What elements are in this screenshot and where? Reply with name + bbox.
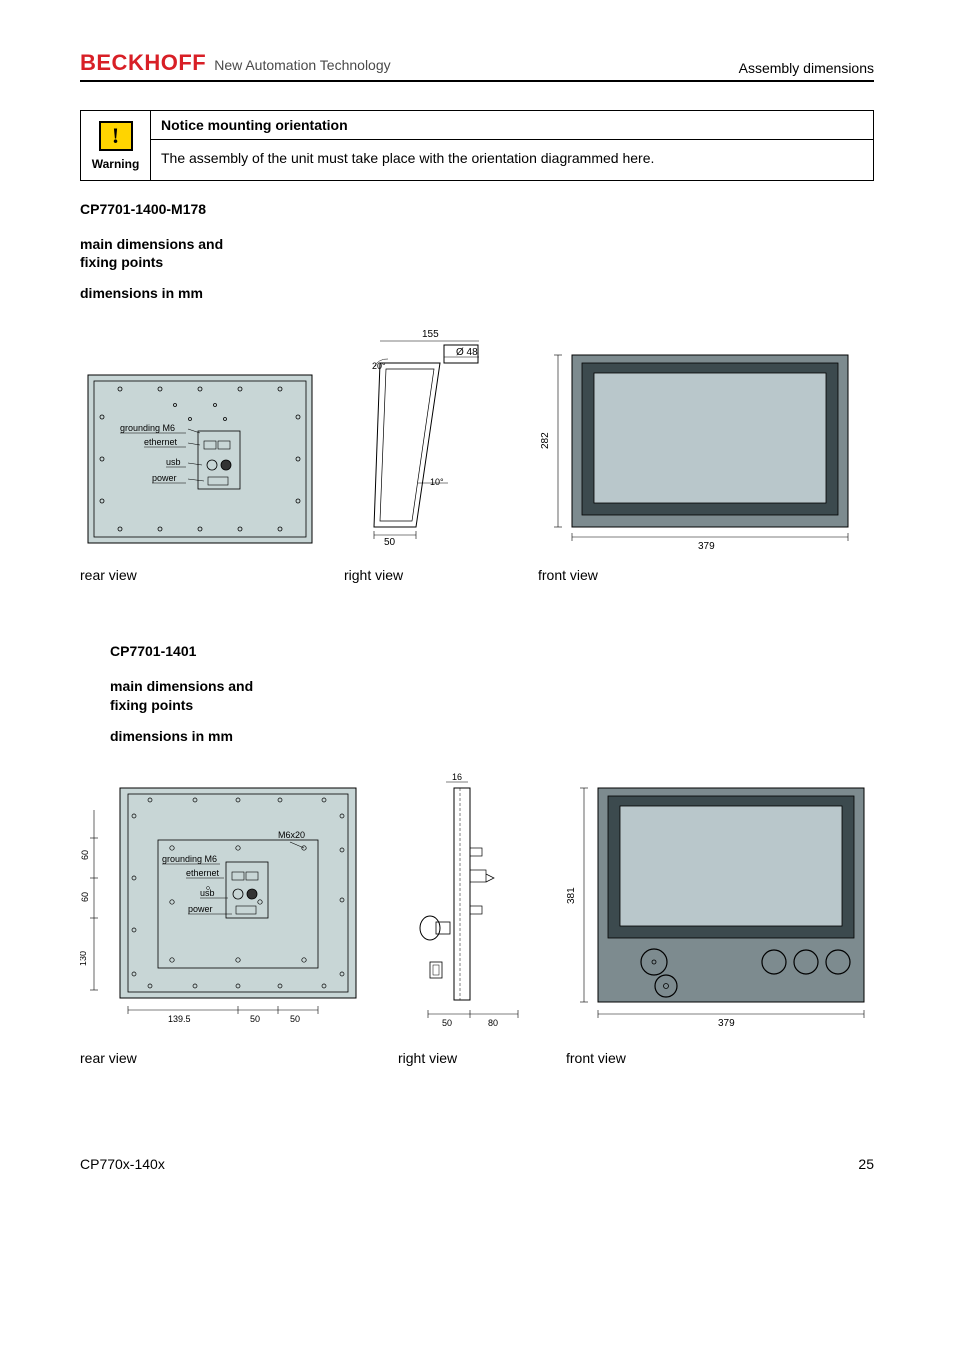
product1-views: grounding M6 ethernet usb power rear vie… [80,327,874,583]
rear1-power: power [152,473,177,483]
warning-box: ! Warning Notice mounting orientation Th… [80,110,874,181]
r1-dim-bottom: 50 [384,537,396,548]
brand-tagline: New Automation Technology [214,57,390,73]
r2-db1: 139.5 [168,1014,191,1024]
page-footer: CP770x-140x 25 [80,1156,874,1172]
r1-diam: Ø 48 [456,347,478,358]
rear-view-1-label: rear view [80,567,320,583]
product2-views: 60 60 130 M6 [80,770,874,1066]
r1-dim-top: 155 [422,329,439,340]
warning-icon-col: ! Warning [81,111,151,180]
r2-db3: 50 [290,1014,300,1024]
rear1-grounding: grounding M6 [120,423,175,433]
warning-icon: ! [99,121,133,151]
product2-line2: fixing points [110,697,193,713]
footer-doc: CP770x-140x [80,1156,165,1172]
product2-model: CP7701-1401 [110,643,874,659]
rt2-b2: 80 [488,1018,498,1028]
rt2-b1: 50 [442,1018,452,1028]
right-view-2: 16 50 80 right view [398,770,538,1066]
right-view-2-svg: 16 50 80 [398,770,538,1040]
rear-view-1-svg: grounding M6 ethernet usb power [80,367,320,557]
front-view-2-svg: 381 379 [566,770,876,1040]
warning-text-col: Notice mounting orientation The assembly… [151,111,873,180]
warning-body: The assembly of the unit must take place… [151,140,873,180]
page-header: BECKHOFF New Automation Technology Assem… [80,50,874,82]
r2-power: power [188,904,213,914]
f1-dim-w: 379 [698,541,715,552]
rear-view-2: 60 60 130 M6 [80,770,370,1066]
brand-block: BECKHOFF New Automation Technology [80,50,391,76]
front-view-2: 381 379 front view [566,770,876,1066]
front-view-2-label: front view [566,1050,876,1066]
footer-page: 25 [858,1156,874,1172]
right-view-1-label: right view [344,567,514,583]
product2-sub2: dimensions in mm [110,728,874,744]
product2-line1: main dimensions and [110,678,253,694]
brand-name: BECKHOFF [80,50,206,76]
product2-sub1: main dimensions and fixing points [110,677,874,713]
f2-dim-w: 379 [718,1018,735,1029]
right-view-1-svg: 155 Ø 48 20° 10° 50 [344,327,514,557]
r1-angle-top: 20° [372,361,386,371]
r2-grounding: grounding M6 [162,854,217,864]
r2-dl2: 60 [80,892,90,902]
rear-view-2-label: rear view [80,1050,370,1066]
r1-angle-mid: 10° [430,477,444,487]
r2-ethernet: ethernet [186,868,220,878]
product1-model: CP7701-1400-M178 [80,201,874,217]
r2-m6x20: M6x20 [278,830,305,840]
r2-dl1: 60 [80,850,90,860]
product1-sub1: main dimensions and fixing points [80,235,874,271]
product1-sub2: dimensions in mm [80,285,874,301]
r2-db2: 50 [250,1014,260,1024]
rear-view-2-svg: 60 60 130 M6 [80,770,370,1040]
rear1-ethernet: ethernet [144,437,178,447]
front-view-1-svg: 282 379 [538,337,858,557]
front-view-1-label: front view [538,567,858,583]
f1-dim-h: 282 [540,432,551,449]
rear-view-1: grounding M6 ethernet usb power rear vie… [80,367,320,583]
right-view-1: 155 Ø 48 20° 10° 50 right view [344,327,514,583]
front-view-1: 282 379 front view [538,337,858,583]
header-section-title: Assembly dimensions [739,60,874,76]
product1-line2: fixing points [80,254,163,270]
product2-section: CP7701-1401 main dimensions and fixing p… [110,643,874,743]
product1-line1: main dimensions and [80,236,223,252]
warning-title: Notice mounting orientation [151,111,873,140]
right-view-2-label: right view [398,1050,538,1066]
rt2-top: 16 [452,772,462,782]
warning-label: Warning [92,157,140,171]
r2-dl3: 130 [80,951,88,966]
rear1-usb: usb [166,457,181,467]
f2-dim-h: 381 [566,887,577,904]
